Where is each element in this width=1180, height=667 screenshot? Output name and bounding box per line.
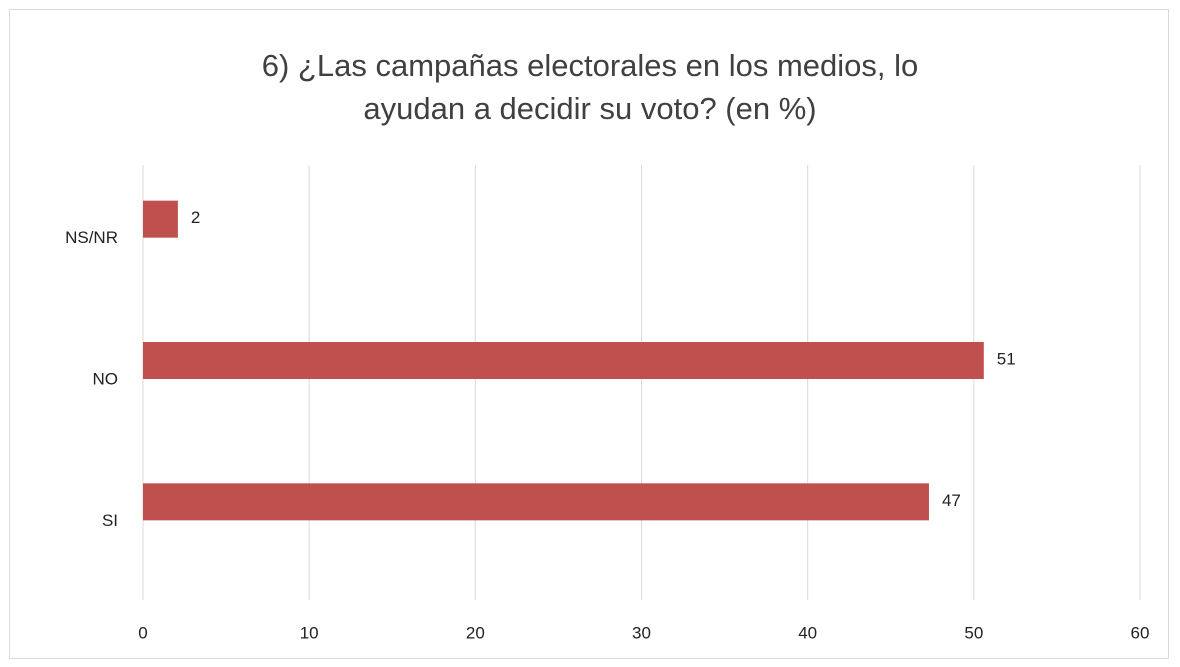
x-tick-label: 10 — [300, 623, 319, 642]
x-tick-label: 0 — [138, 623, 147, 642]
bar — [143, 342, 984, 379]
y-tick-label: SI — [102, 511, 118, 530]
x-tick-label: 50 — [964, 623, 983, 642]
bar — [143, 200, 178, 238]
x-tick-label: 20 — [466, 623, 485, 642]
data-label: 47 — [942, 491, 961, 510]
chart-title: 6) ¿Las campañas electorales en los medi… — [261, 48, 919, 126]
chart-border — [9, 9, 1169, 659]
x-tick-label: 40 — [798, 623, 817, 642]
y-tick-label: NO — [93, 369, 119, 388]
y-tick-label: NS/NR — [65, 228, 118, 247]
data-label: 2 — [191, 208, 200, 227]
bar — [143, 483, 929, 521]
x-tick-label: 30 — [632, 623, 651, 642]
data-label: 51 — [997, 349, 1016, 368]
x-tick-label: 60 — [1131, 623, 1150, 642]
